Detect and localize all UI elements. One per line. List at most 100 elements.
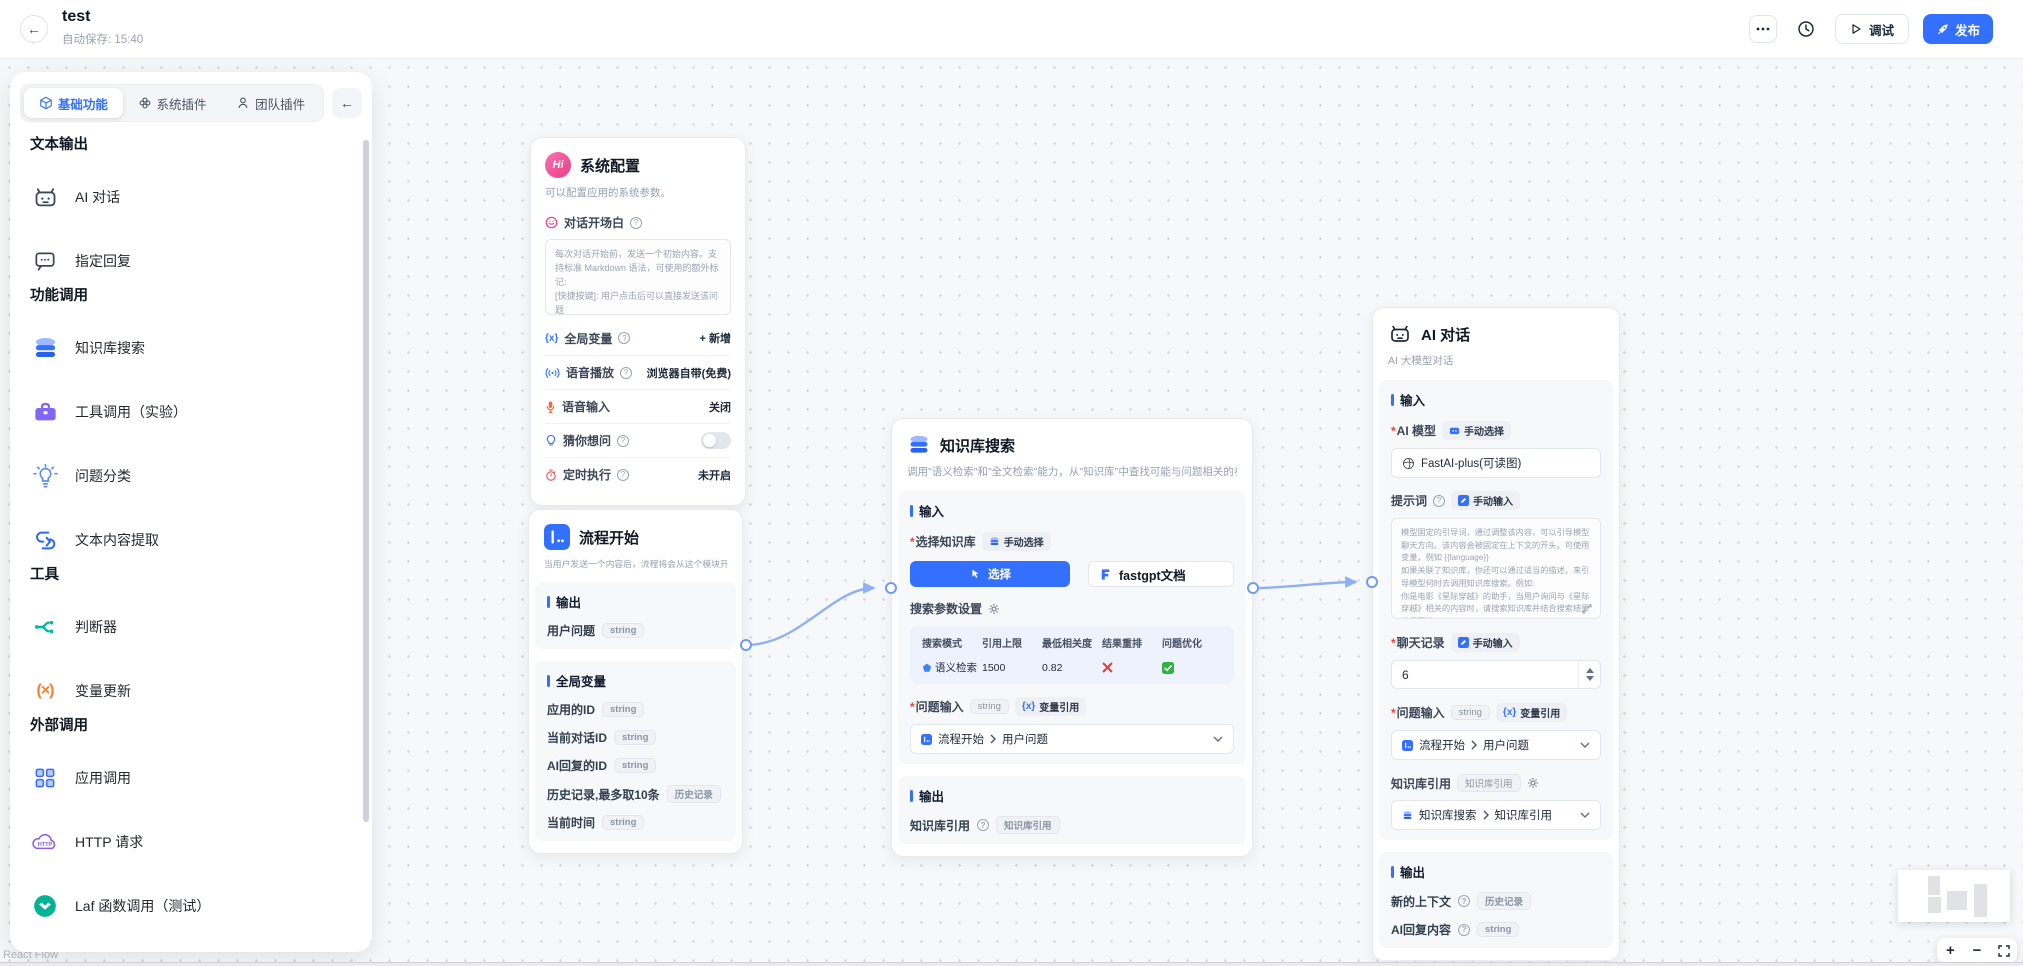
section-bar	[547, 674, 550, 687]
sidebar-item-label: 工具调用（实验）	[75, 404, 187, 420]
sidebar-item-laf-function[interactable]: Laf 函数调用（测试）	[30, 884, 352, 928]
config-row-tts[interactable]: 语音播放 ? 浏览器自带(免费)	[545, 355, 731, 389]
back-button[interactable]: ←	[20, 15, 48, 43]
help-icon[interactable]: ?	[620, 366, 633, 379]
help-icon[interactable]: ?	[618, 332, 631, 344]
chevron-right-icon	[990, 734, 996, 744]
help-icon[interactable]: ?	[1458, 923, 1471, 936]
zoom-out-button[interactable]: −	[1972, 942, 1982, 959]
module-sidebar: 基础功能 系统插件 团队插件 ← 文本输出 AI 对话	[10, 72, 372, 952]
debug-label: 调试	[1868, 23, 1894, 38]
gear-icon[interactable]	[1527, 777, 1539, 789]
sidebar-item-variable-update[interactable]: (×) 变量更新	[30, 669, 352, 713]
sidebar-item-http-request[interactable]: HTTP HTTP 请求	[30, 820, 352, 864]
number-stepper[interactable]	[1578, 661, 1600, 688]
sidebar-item-tool-call[interactable]: 工具调用（实验）	[30, 390, 352, 434]
sidebar-item-question-classify[interactable]: 问题分类	[30, 454, 352, 498]
history-button[interactable]	[1791, 14, 1821, 44]
history-label: 聊天记录	[1391, 634, 1445, 651]
sidebar-scrollbar[interactable]	[363, 140, 369, 822]
guess-question-toggle[interactable]	[701, 432, 731, 449]
app-grid-icon	[30, 763, 60, 793]
variable-ref-badge: {x} 变量引用	[1014, 697, 1087, 716]
node-ai-chat[interactable]: AI 对话 AI 大模型对话 输入 AI 模型 手动选择 FastAI-plus…	[1372, 307, 1620, 961]
zoom-in-button[interactable]: +	[1945, 942, 1955, 959]
connection-handle[interactable]	[1247, 582, 1259, 594]
sidebar-item-label: 问题分类	[75, 468, 131, 484]
fastgpt-doc-icon	[1101, 568, 1110, 580]
variable-ref-badge: {x} 变量引用	[1495, 703, 1568, 722]
node-system-config[interactable]: Hi 系统配置 可以配置应用的系统参数。 对话开场白 ? 每次对话开始前，发送一…	[530, 137, 746, 506]
help-icon[interactable]: ?	[1458, 895, 1471, 907]
step-down-icon[interactable]	[1585, 676, 1594, 681]
question-input-label: 问题输入	[910, 698, 964, 715]
collapse-sidebar-button[interactable]: ←	[332, 88, 362, 118]
chevron-down-icon	[1213, 736, 1223, 742]
sidebar-item-specified-reply[interactable]: 指定回复	[30, 239, 352, 283]
tab-basic-modules[interactable]: 基础功能	[24, 88, 123, 118]
tab-team-plugins[interactable]: 团队插件	[221, 88, 320, 118]
input-section: 输入 AI 模型 手动选择 FastAI-plus(可读图) 提示词 ? 手动输…	[1379, 380, 1613, 840]
connection-handle[interactable]	[885, 582, 897, 594]
sidebar-item-dataset-search[interactable]: 知识库搜索	[30, 326, 352, 370]
cursor-icon	[972, 569, 979, 578]
sidebar-item-judge[interactable]: 判断器	[30, 605, 352, 649]
question-source-select[interactable]: 流程开始 用户问题	[910, 724, 1234, 754]
prompt-textarea[interactable]: 模型固定的引导词，通过调整该内容，可以引导模型聊天方向。该内容会被固定在上下文的…	[1391, 518, 1601, 619]
help-icon[interactable]: ?	[977, 819, 990, 831]
robot-icon	[1391, 325, 1409, 342]
connection-handle[interactable]	[740, 639, 752, 651]
type-badge: string	[602, 623, 645, 638]
braces-icon: {x}	[1021, 701, 1036, 712]
add-variable-button[interactable]: + 新增	[699, 333, 731, 345]
section-header-other: 其他	[30, 948, 352, 952]
semantic-search-icon	[922, 663, 932, 672]
dataset-mini-icon	[990, 537, 999, 545]
output-section: 输出 用户问题 string	[535, 582, 736, 649]
config-row-scheduled-run[interactable]: 定时执行 ? 未开启	[545, 457, 731, 491]
section-bar	[1391, 393, 1394, 406]
help-icon[interactable]: ?	[617, 468, 630, 481]
check-icon	[1162, 661, 1174, 674]
sidebar-item-content-extract[interactable]: 文本内容提取	[30, 518, 352, 562]
braces-icon: {x}	[1502, 707, 1517, 718]
node-flow-start[interactable]: 流程开始 当用户发送一个内容后，流程将会从这个模块开始执行。 输出 用户问题 s…	[528, 509, 743, 854]
choose-dataset-button[interactable]: 选择	[910, 561, 1070, 587]
dataset-card[interactable]: fastgpt文档	[1088, 561, 1234, 587]
expand-icon[interactable]	[1582, 604, 1592, 614]
help-icon[interactable]: ?	[1433, 494, 1446, 507]
reactflow-attribution: React Flow	[3, 949, 59, 961]
flow-start-icon	[544, 524, 570, 550]
publish-button[interactable]: 发布	[1922, 14, 1993, 44]
help-icon[interactable]: ?	[630, 216, 643, 229]
pencil-input-icon	[1457, 637, 1469, 648]
app-title: test	[62, 8, 91, 25]
output-row: 用户问题 string	[547, 622, 724, 639]
minimap-node	[1928, 876, 1940, 895]
sidebar-item-ai-chat[interactable]: AI 对话	[30, 175, 352, 219]
tab-system-plugins[interactable]: 系统插件	[123, 88, 222, 118]
minimap-node	[1947, 891, 1967, 910]
node-dataset-search[interactable]: 知识库搜索 调用"语义检索"和"全文检索"能力，从"知识库"中查找可能与问题相关…	[891, 418, 1253, 857]
fit-view-button[interactable]	[1993, 938, 2015, 963]
question-source-select[interactable]: 流程开始 用户问题	[1391, 730, 1601, 760]
sidebar-item-label: Laf 函数调用（测试）	[75, 898, 211, 914]
dataset-ref-select[interactable]: 知识库搜索 知识库引用	[1391, 800, 1601, 830]
more-button[interactable]	[1748, 15, 1777, 43]
welcome-textarea[interactable]: 每次对话开始前，发送一个初始内容。支持标准 Markdown 语法，可使用的额外…	[545, 239, 731, 315]
connection-handle[interactable]	[1366, 576, 1378, 588]
debug-button[interactable]: 调试	[1834, 14, 1909, 44]
model-select[interactable]: FastAI-plus(可读图)	[1391, 448, 1601, 478]
fullscreen-icon	[1997, 944, 2010, 957]
history-count-input[interactable]: 6	[1391, 660, 1601, 689]
help-icon[interactable]: ?	[617, 434, 630, 447]
config-row-global-variables[interactable]: {x} 全局变量 ? + 新增	[545, 331, 731, 346]
step-up-icon[interactable]	[1585, 668, 1594, 673]
config-row-guess-question[interactable]: 猜你想问 ?	[545, 423, 731, 457]
config-row-speech-input[interactable]: 语音输入 关闭	[545, 389, 731, 423]
type-badge: string	[602, 815, 645, 830]
minimap[interactable]	[1898, 870, 2010, 922]
hi-icon: Hi	[545, 152, 571, 178]
sidebar-item-app-call[interactable]: 应用调用	[30, 756, 352, 800]
gear-icon[interactable]	[988, 603, 1000, 615]
